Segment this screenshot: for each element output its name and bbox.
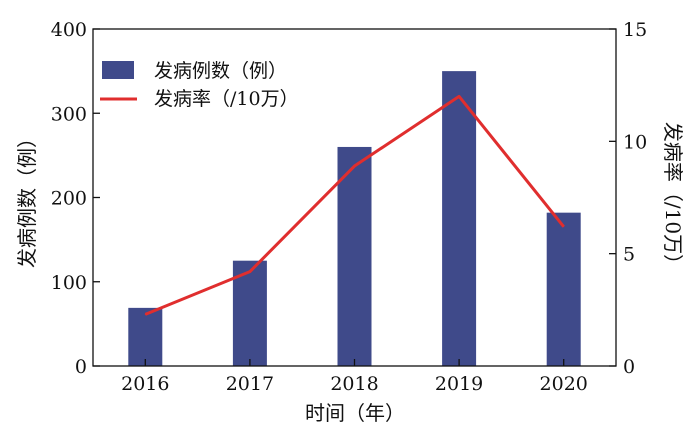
y-tick-label: 300: [51, 103, 87, 125]
y-tick-label: 0: [75, 356, 87, 378]
y-tick-label: 400: [51, 19, 87, 41]
y-tick-label: 100: [51, 272, 87, 294]
y2-tick-label: 10: [623, 131, 647, 153]
x-tick-label: 2016: [121, 373, 169, 395]
legend-swatch-bar: [102, 61, 134, 79]
legend-label-bar: 发病例数（例）: [154, 60, 287, 82]
bar-2017: [232, 260, 267, 366]
line-point-2020: [563, 226, 565, 228]
x-tick-label: 2020: [540, 373, 588, 395]
legend: 发病例数（例） 发病率（/10万）: [100, 60, 299, 110]
y2-tick-label: 5: [623, 244, 635, 266]
x-tick-label: 2019: [435, 373, 483, 395]
ticks-layer: 0 100 200 300 400 0 5 10 15 2016 2017 2018 2019 2020: [51, 19, 647, 395]
y2-tick-label: 15: [623, 19, 647, 41]
x-tick-label: 2018: [330, 373, 378, 395]
line-point-2016: [144, 313, 146, 315]
bar-2019: [442, 71, 477, 366]
bars-layer: [128, 71, 581, 366]
y2-tick-label: 0: [623, 356, 635, 378]
line-point-2018: [354, 165, 355, 167]
x-tick-label: 2017: [226, 373, 274, 395]
line-point-2019: [458, 95, 460, 97]
bar-2018: [337, 146, 372, 366]
bar-2016: [128, 307, 163, 366]
line-layer: [144, 94, 565, 316]
legend-label-line: 发病率（/10万）: [154, 88, 299, 110]
bar-2020: [546, 212, 581, 366]
y-tick-label: 200: [51, 188, 87, 210]
y-axis-label: 发病例数（例）: [15, 128, 39, 268]
line-point-2017: [249, 271, 251, 273]
x-axis-label: 时间（年）: [305, 401, 405, 425]
y2-axis-label: 发病率（/10万）: [661, 122, 685, 274]
